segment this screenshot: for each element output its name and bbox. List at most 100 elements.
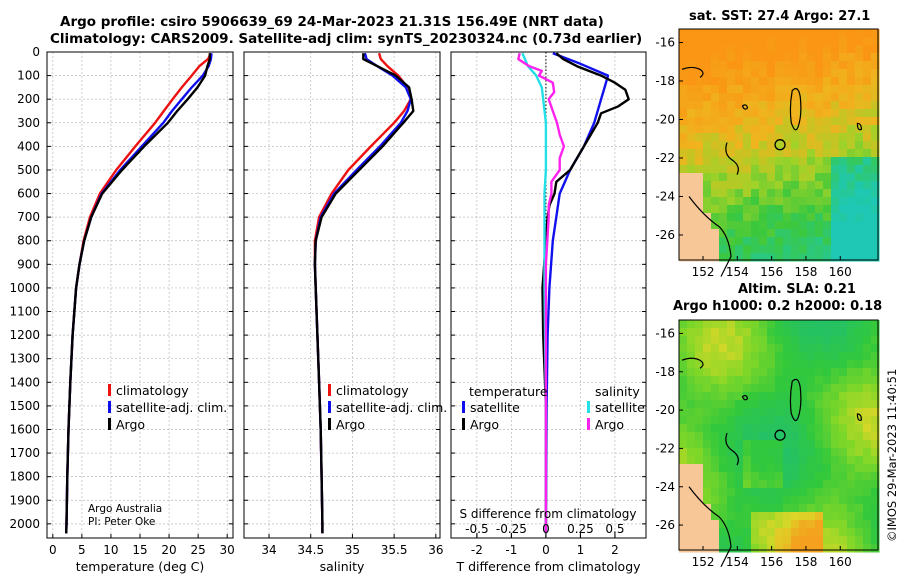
map-cell [831, 336, 840, 345]
map-cell [783, 245, 792, 254]
map-cell [679, 229, 688, 238]
map-cell [839, 456, 848, 465]
map-cell [847, 320, 856, 329]
map-cell [791, 69, 800, 78]
map-cell [847, 245, 856, 254]
map-cell [799, 408, 808, 417]
map-cell [743, 189, 752, 198]
map-cell [759, 29, 768, 38]
map-cell [839, 61, 848, 70]
map-cell [855, 456, 864, 465]
map-cell [871, 536, 880, 545]
map-cell [823, 133, 832, 142]
map-cell [767, 189, 776, 198]
map-cell [815, 29, 824, 38]
map-cell [783, 432, 792, 441]
map-cell [735, 37, 744, 46]
map-cell [687, 376, 696, 385]
x-tick-label: 0 [542, 543, 550, 557]
map-cell [735, 360, 744, 369]
map-cell [775, 536, 784, 545]
map-cell [791, 221, 800, 230]
map-cell [759, 536, 768, 545]
map-cell [719, 432, 728, 441]
map-cell [735, 488, 744, 497]
map-cell [839, 53, 848, 62]
map-cell [719, 157, 728, 166]
map-cell [831, 229, 840, 238]
map-cell [831, 237, 840, 246]
map-cell [679, 464, 688, 473]
depth-tick-label: 1700 [9, 446, 40, 460]
map-cell [847, 53, 856, 62]
map-cell [847, 440, 856, 449]
map-cell [687, 352, 696, 361]
map-cell [775, 328, 784, 337]
map-cell [783, 77, 792, 86]
map-cell [743, 141, 752, 150]
map-cell [807, 408, 816, 417]
map-cell [735, 109, 744, 118]
map-cell [735, 229, 744, 238]
map-y-tick-label: -22 [655, 151, 675, 165]
map-cell [687, 221, 696, 230]
map-cell [783, 368, 792, 377]
map-cell [807, 472, 816, 481]
depth-tick-label: 1600 [9, 422, 40, 436]
map-cell [703, 376, 712, 385]
map-cell [759, 496, 768, 505]
map-cell [839, 205, 848, 214]
map-cell [695, 221, 704, 230]
map-cell [695, 213, 704, 222]
map-cell [679, 245, 688, 254]
map-cell [727, 149, 736, 158]
map-cell [679, 165, 688, 174]
map-cell [751, 328, 760, 337]
map-cell [687, 133, 696, 142]
map-cell [751, 37, 760, 46]
map-cell [767, 181, 776, 190]
map-cell [687, 544, 696, 553]
map-cell [847, 85, 856, 94]
map-cell [719, 93, 728, 102]
map-cell [687, 117, 696, 126]
map-cell [871, 93, 880, 102]
map-cell [831, 61, 840, 70]
map-cell [767, 85, 776, 94]
map-cell [863, 464, 872, 473]
map-cell [703, 536, 712, 545]
map-cell [791, 109, 800, 118]
map-cell [855, 157, 864, 166]
map-cell [743, 101, 752, 110]
map-cell [863, 141, 872, 150]
map-cell [847, 464, 856, 473]
argo-float-marker [774, 139, 786, 151]
map-cell [703, 424, 712, 433]
map-cell [823, 141, 832, 150]
map-cell [767, 480, 776, 489]
map-cell [743, 173, 752, 182]
map-cell [703, 456, 712, 465]
map-cell [759, 424, 768, 433]
map-cell [831, 328, 840, 337]
map-cell [839, 165, 848, 174]
map-cell [839, 237, 848, 246]
map-cell [815, 165, 824, 174]
map-cell [815, 181, 824, 190]
map-cell [743, 29, 752, 38]
map-cell [791, 368, 800, 377]
map-cell [775, 85, 784, 94]
map-cell [815, 213, 824, 222]
map-cell [679, 29, 688, 38]
map-cell [767, 229, 776, 238]
map-cell [799, 520, 808, 529]
map-cell [855, 352, 864, 361]
map-cell [735, 440, 744, 449]
legend-label: satellite-adj. clim. [336, 400, 447, 415]
depth-tick-label: 100 [17, 69, 40, 83]
map-cell [791, 320, 800, 329]
map-cell [695, 173, 704, 182]
map-cell [863, 45, 872, 54]
map-cell [751, 432, 760, 441]
map-cell [799, 392, 808, 401]
